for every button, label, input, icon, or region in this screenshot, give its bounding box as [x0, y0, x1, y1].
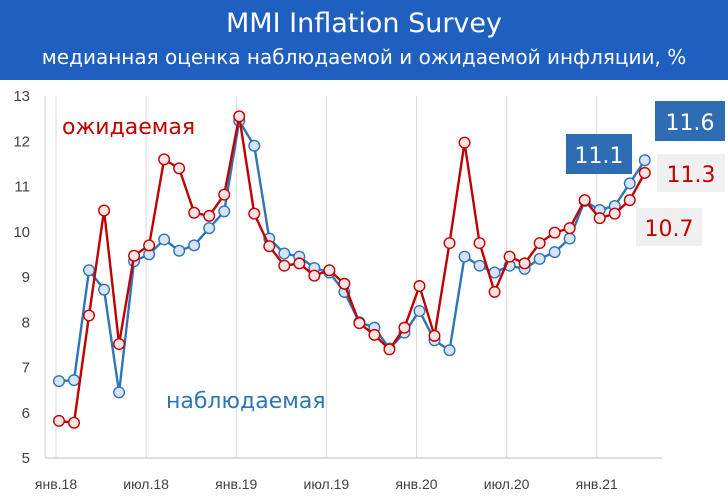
- data-point: [473, 237, 486, 250]
- data-point: [353, 317, 366, 330]
- data-point: [638, 154, 651, 167]
- data-point: [293, 257, 306, 270]
- data-point: [473, 259, 486, 272]
- data-point: [368, 328, 381, 341]
- x-tick-label: июл.19: [304, 476, 350, 492]
- data-point: [173, 162, 186, 175]
- data-point: [443, 237, 456, 250]
- data-point: [518, 257, 531, 270]
- value-box-11-1: [566, 134, 632, 174]
- y-tick-label: 10: [13, 224, 30, 241]
- data-point: [278, 247, 291, 260]
- value-box-11-6: [655, 101, 725, 141]
- data-point: [548, 226, 561, 239]
- data-point: [218, 205, 231, 218]
- data-point: [533, 252, 546, 265]
- data-point: [233, 110, 246, 123]
- x-tick-label: янв.19: [215, 476, 257, 492]
- data-point: [128, 249, 141, 262]
- data-point: [638, 166, 651, 179]
- data-point: [113, 386, 126, 399]
- y-tick-label: 12: [13, 133, 30, 150]
- data-point: [68, 416, 81, 429]
- data-point: [593, 212, 606, 225]
- data-point: [248, 139, 261, 152]
- value-box-10-7: [636, 208, 702, 246]
- y-tick-label: 11: [14, 179, 30, 196]
- data-point: [623, 177, 636, 190]
- x-tick-label: янв.18: [35, 476, 77, 492]
- data-point: [458, 136, 471, 149]
- data-point: [98, 283, 111, 296]
- y-tick-label: 7: [22, 360, 30, 377]
- x-tick-label: июл.18: [123, 476, 169, 492]
- series-line-1: [58, 119, 646, 394]
- data-point: [323, 264, 336, 277]
- data-point: [83, 309, 96, 322]
- data-point: [188, 206, 201, 219]
- line-chart: янв.18 июл.18 янв.19 июл.19 янв.20 июл.20 янв.…: [13, 88, 725, 492]
- data-point: [623, 194, 636, 207]
- data-point: [383, 343, 396, 356]
- data-point: [173, 244, 186, 257]
- data-point: [443, 344, 456, 357]
- data-point: [248, 207, 261, 220]
- data-point: [308, 269, 321, 282]
- data-point: [458, 250, 471, 263]
- data-point: [533, 237, 546, 250]
- value-label-11-6: 11.6: [666, 111, 715, 136]
- data-point: [413, 304, 426, 317]
- data-point: [578, 194, 591, 207]
- x-tick-label: янв.20: [395, 476, 437, 492]
- data-point: [53, 414, 66, 427]
- data-point: [113, 337, 126, 350]
- data-point: [218, 188, 231, 201]
- value-label-11-1: 11.1: [575, 144, 624, 169]
- data-point: [563, 232, 576, 245]
- data-point: [53, 375, 66, 388]
- data-point: [338, 277, 351, 290]
- value-box-11-3: [657, 154, 725, 192]
- data-point: [143, 239, 156, 252]
- data-point: [398, 321, 411, 334]
- data-point: [83, 264, 96, 277]
- chart-subtitle: медианная оценка наблюдаемой и ожидаемой…: [41, 45, 687, 69]
- chart-title: MMI Inflation Survey: [226, 8, 502, 39]
- series-label-observed: наблюдаемая: [166, 389, 326, 414]
- data-point: [263, 240, 276, 253]
- data-point: [98, 204, 111, 217]
- data-point: [548, 246, 561, 259]
- value-label-10-7: 10.7: [645, 217, 694, 242]
- data-point: [203, 209, 216, 222]
- data-point: [503, 250, 516, 263]
- series-line-0: [58, 115, 646, 424]
- y-tick-label: 5: [22, 450, 30, 467]
- data-point: [68, 374, 81, 387]
- x-tick-label: июл.20: [484, 476, 530, 492]
- data-point: [488, 285, 501, 298]
- y-tick-label: 13: [13, 88, 30, 105]
- data-point: [158, 233, 171, 246]
- data-point: [563, 222, 576, 235]
- data-point: [278, 259, 291, 272]
- plot-area: янв.18 июл.18 янв.19 июл.19 янв.20 июл.20 янв.…: [0, 80, 728, 503]
- data-point: [413, 280, 426, 293]
- chart-header: MMI Inflation Survey медианная оценка на…: [0, 0, 728, 80]
- y-tick-label: 6: [22, 405, 30, 422]
- data-point: [608, 207, 621, 220]
- x-tick-label: янв.21: [576, 476, 618, 492]
- y-tick-label: 9: [22, 269, 30, 286]
- y-tick-label: 8: [22, 314, 30, 331]
- value-label-11-3: 11.3: [667, 163, 716, 188]
- series-label-expected: ожидаемая: [62, 115, 195, 140]
- data-point: [428, 329, 441, 342]
- data-point: [203, 222, 216, 235]
- data-point: [188, 239, 201, 252]
- data-point: [158, 153, 171, 166]
